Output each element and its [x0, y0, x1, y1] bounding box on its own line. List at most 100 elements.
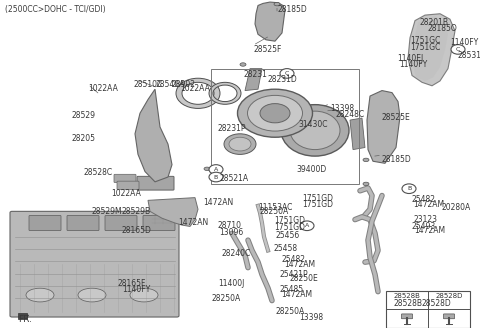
Text: 1472AM: 1472AM — [284, 260, 315, 269]
Text: 28240C: 28240C — [221, 249, 250, 258]
Text: 1751GD: 1751GD — [274, 223, 305, 232]
Text: 28525E: 28525E — [382, 113, 411, 122]
FancyBboxPatch shape — [10, 211, 179, 317]
Text: 1140FY: 1140FY — [122, 285, 150, 295]
FancyBboxPatch shape — [29, 215, 61, 231]
Circle shape — [209, 165, 223, 174]
Polygon shape — [245, 69, 262, 91]
Circle shape — [402, 184, 416, 194]
Ellipse shape — [224, 134, 256, 154]
Text: 28525F: 28525F — [253, 45, 281, 54]
Text: 28250A: 28250A — [212, 294, 241, 303]
Text: 25458: 25458 — [274, 244, 298, 253]
Text: FR.: FR. — [18, 315, 32, 324]
Text: 1472AM: 1472AM — [281, 290, 312, 299]
Text: A: A — [305, 223, 309, 228]
Text: 28902: 28902 — [171, 80, 195, 89]
Text: 28250E: 28250E — [290, 275, 319, 283]
Text: 39400D: 39400D — [296, 165, 326, 174]
Text: 1751GD: 1751GD — [302, 200, 333, 209]
Polygon shape — [148, 198, 198, 226]
Circle shape — [209, 172, 223, 182]
Text: 11400J: 11400J — [218, 279, 244, 288]
Text: 28529B: 28529B — [122, 207, 151, 216]
Text: B: B — [214, 174, 218, 179]
Text: B: B — [407, 186, 411, 191]
Text: 1751GD: 1751GD — [274, 216, 305, 225]
Text: 25482: 25482 — [282, 255, 306, 264]
Text: 1751GC: 1751GC — [410, 43, 440, 51]
Text: 28528C: 28528C — [84, 168, 113, 177]
Ellipse shape — [260, 104, 290, 123]
Text: 1472AN: 1472AN — [178, 217, 208, 227]
Ellipse shape — [240, 63, 246, 66]
FancyBboxPatch shape — [105, 215, 137, 231]
Text: (2500CC>DOHC - TCI/GDI): (2500CC>DOHC - TCI/GDI) — [5, 6, 106, 14]
Ellipse shape — [26, 288, 54, 302]
Polygon shape — [412, 16, 448, 81]
Text: 28231P: 28231P — [218, 124, 247, 133]
Text: 28165F: 28165F — [117, 278, 145, 288]
Ellipse shape — [363, 158, 369, 162]
Ellipse shape — [290, 111, 340, 150]
FancyBboxPatch shape — [444, 314, 455, 319]
Text: 28521A: 28521A — [219, 174, 248, 183]
Text: 28250A: 28250A — [276, 307, 305, 316]
FancyBboxPatch shape — [401, 314, 412, 319]
FancyBboxPatch shape — [117, 181, 139, 189]
Text: 28540A: 28540A — [156, 80, 185, 89]
Text: 28231: 28231 — [244, 70, 268, 79]
FancyBboxPatch shape — [137, 176, 174, 190]
Text: A: A — [214, 167, 218, 172]
Text: 20280A: 20280A — [441, 203, 470, 212]
FancyBboxPatch shape — [114, 174, 136, 182]
Text: 28185D: 28185D — [277, 6, 307, 14]
Polygon shape — [371, 101, 393, 154]
Text: 28710: 28710 — [218, 221, 242, 230]
Text: 31430C: 31430C — [298, 120, 327, 129]
Polygon shape — [367, 91, 400, 163]
Text: 1022AA: 1022AA — [88, 84, 118, 93]
FancyBboxPatch shape — [67, 215, 99, 231]
Text: 1022AA: 1022AA — [111, 189, 141, 198]
Text: 11153AC: 11153AC — [258, 203, 292, 212]
Text: 28529: 28529 — [72, 111, 96, 120]
Text: 25456: 25456 — [275, 231, 299, 239]
Text: 28528B: 28528B — [394, 293, 420, 299]
Text: 1022AA: 1022AA — [180, 84, 210, 93]
Text: 28231D: 28231D — [268, 75, 298, 85]
Polygon shape — [135, 89, 172, 182]
FancyBboxPatch shape — [17, 313, 26, 319]
Text: 28205: 28205 — [72, 134, 96, 143]
Ellipse shape — [363, 182, 369, 186]
Text: 28185D: 28185D — [382, 155, 412, 164]
Text: C: C — [456, 47, 460, 52]
Text: 13096: 13096 — [219, 228, 243, 237]
Text: 13398: 13398 — [330, 104, 354, 113]
Text: 28248C: 28248C — [335, 110, 364, 119]
Ellipse shape — [274, 2, 280, 6]
Text: 28528B: 28528B — [394, 299, 423, 308]
Text: 13398: 13398 — [299, 313, 323, 322]
FancyBboxPatch shape — [143, 215, 175, 231]
Text: 25485: 25485 — [279, 285, 303, 295]
Text: 28185O: 28185O — [427, 24, 457, 33]
Text: 28528D: 28528D — [421, 299, 451, 308]
Ellipse shape — [248, 95, 302, 131]
Text: 1140FY: 1140FY — [399, 60, 427, 69]
Text: 1472AM: 1472AM — [414, 226, 445, 236]
Text: 25493: 25493 — [412, 222, 436, 231]
Ellipse shape — [229, 137, 251, 151]
FancyArrowPatch shape — [24, 315, 28, 318]
Text: 1472AM: 1472AM — [413, 200, 444, 209]
Circle shape — [300, 221, 314, 231]
Text: 1140EJ: 1140EJ — [397, 54, 423, 63]
Text: 28528D: 28528D — [435, 293, 463, 299]
Polygon shape — [140, 96, 163, 173]
Ellipse shape — [78, 288, 106, 302]
Text: 28531: 28531 — [457, 51, 480, 60]
Text: 1140FY: 1140FY — [450, 38, 478, 48]
Circle shape — [451, 45, 465, 54]
Text: 25421P: 25421P — [280, 270, 309, 279]
Text: 28529M: 28529M — [92, 207, 122, 216]
